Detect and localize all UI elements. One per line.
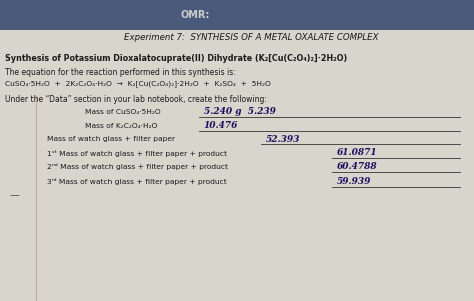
Text: CuSO₄·5H₂O  +  2K₂C₂O₄·H₂O  →  K₂[Cu(C₂O₄)₂]·2H₂O  +  K₂SO₄  +  5H₂O: CuSO₄·5H₂O + 2K₂C₂O₄·H₂O → K₂[Cu(C₂O₄)₂]…: [5, 80, 271, 86]
FancyBboxPatch shape: [0, 0, 474, 30]
Text: The equation for the reaction performed in this synthesis is:: The equation for the reaction performed …: [5, 68, 236, 77]
Text: 2ⁿᵈ Mass of watch glass + filter paper + product: 2ⁿᵈ Mass of watch glass + filter paper +…: [47, 163, 228, 170]
Text: 5.240 g  5.239: 5.240 g 5.239: [204, 107, 276, 116]
Text: —: —: [9, 190, 19, 200]
Text: 1ˢᵗ Mass of watch glass + filter paper + product: 1ˢᵗ Mass of watch glass + filter paper +…: [47, 150, 228, 157]
Text: 60.4788: 60.4788: [337, 162, 377, 171]
Text: 61.0871: 61.0871: [337, 148, 377, 157]
Text: Mass of CuSO₄·5H₂O: Mass of CuSO₄·5H₂O: [85, 109, 161, 115]
Text: 10.476: 10.476: [204, 121, 238, 130]
Text: 52.393: 52.393: [265, 135, 300, 144]
Text: Experiment 7:  SYNTHESIS OF A METAL OXALATE COMPLEX: Experiment 7: SYNTHESIS OF A METAL OXALA…: [124, 33, 378, 42]
Text: 3ʳᵈ Mass of watch glass + filter paper + product: 3ʳᵈ Mass of watch glass + filter paper +…: [47, 178, 227, 185]
Text: OMR:: OMR:: [180, 10, 210, 20]
Text: 59.939: 59.939: [337, 177, 371, 186]
Text: Mass of watch glass + filter paper: Mass of watch glass + filter paper: [47, 136, 175, 142]
Text: Mass of K₂C₂O₄·H₂O: Mass of K₂C₂O₄·H₂O: [85, 123, 158, 129]
Text: Under the “Data” section in your lab notebook, create the following:: Under the “Data” section in your lab not…: [5, 95, 266, 104]
Text: Synthesis of Potassium Dioxalatocuprate(II) Dihydrate (K₂[Cu(C₂O₄)₂]·2H₂O): Synthesis of Potassium Dioxalatocuprate(…: [5, 54, 347, 63]
